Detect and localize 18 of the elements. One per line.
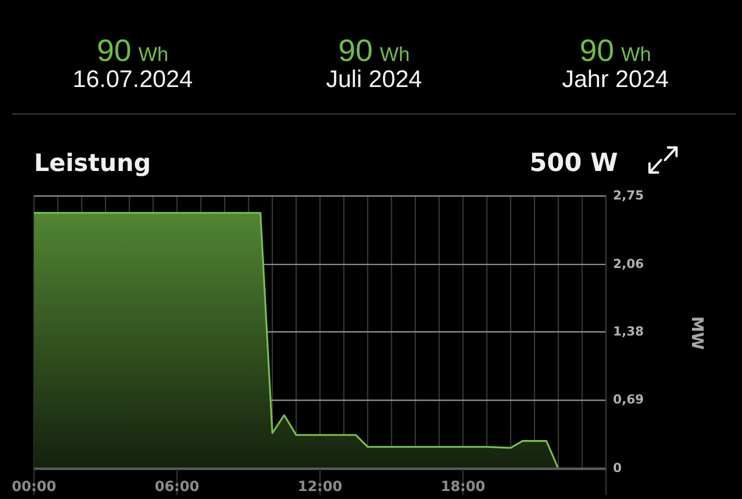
text: Juli 2024 — [326, 66, 422, 93]
y-tick-label: 0 — [613, 460, 622, 476]
text: Jahr 2024 — [562, 66, 669, 93]
x-tick-label: 18:00 — [440, 479, 486, 495]
text: 90 Wh — [338, 33, 410, 68]
y-tick-label: 1,38 — [613, 323, 644, 338]
text: 16.07.2024 — [72, 66, 193, 93]
y-tick-label: 2,75 — [613, 187, 644, 202]
text: 90 Wh — [580, 33, 652, 68]
x-tick-label: 12:00 — [298, 479, 343, 495]
chart-title: Leistung — [34, 149, 151, 177]
chart-subtitle: 500 W — [530, 148, 618, 177]
text: 90 Wh — [96, 33, 168, 68]
x-tick-label: 06:00 — [154, 479, 200, 495]
x-tick-label: 00:00 — [12, 479, 57, 495]
y-tick-label: 0,69 — [613, 392, 644, 407]
y-axis-title: MW — [688, 316, 707, 350]
y-tick-label: 2,06 — [613, 256, 644, 271]
